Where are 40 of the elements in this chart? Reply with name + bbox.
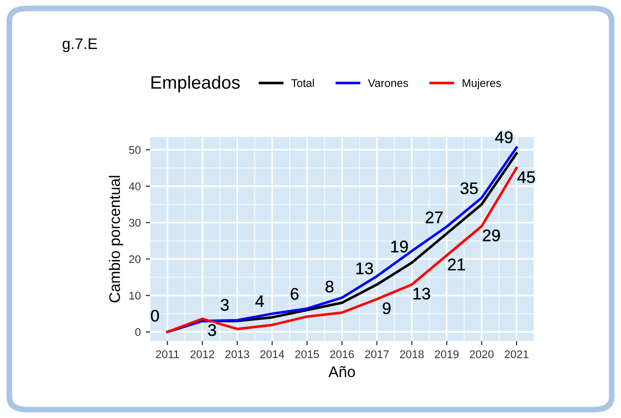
chart-title: g.7.E	[62, 38, 98, 52]
data-label: 3	[208, 324, 216, 336]
y-tick-label: 30	[129, 218, 141, 227]
x-tick-label: 2013	[225, 350, 250, 358]
y-tick-label: 0	[135, 328, 141, 336]
x-tick-label: 2019	[434, 350, 459, 358]
data-label: 27	[426, 211, 443, 224]
data-label: 13	[356, 262, 373, 274]
data-label: 49	[495, 131, 513, 144]
data-label: 19	[391, 240, 408, 252]
x-tick-label: 2021	[504, 350, 528, 358]
data-label: 45	[517, 171, 535, 183]
data-label: 4	[255, 295, 264, 307]
data-label: 13	[414, 288, 430, 300]
y-tick-label: 20	[129, 255, 141, 264]
legend-title: Empleados	[151, 76, 240, 92]
data-label: 6	[290, 288, 298, 300]
x-tick-label: 2011	[156, 350, 179, 358]
data-label: 8	[326, 280, 334, 293]
y-axis-title: Cambio porcentual	[108, 176, 124, 302]
y-tick-label: 10	[129, 292, 141, 300]
x-tick-label: 2018	[400, 350, 424, 358]
data-label: 35	[460, 182, 478, 194]
legend-label: Mujeres	[462, 78, 501, 90]
legend-label: Total	[291, 78, 314, 87]
data-label: 29	[482, 229, 500, 242]
x-tick-label: 2012	[190, 350, 214, 358]
data-label: 9	[382, 302, 390, 314]
y-tick-label: 40	[128, 182, 141, 190]
x-tick-label: 2014	[260, 350, 284, 358]
x-axis-title: Año	[328, 366, 355, 378]
x-tick-label: 2015	[295, 350, 319, 358]
x-tick-label: 2020	[470, 350, 494, 358]
x-tick-label: 2017	[365, 350, 389, 358]
data-label: 0	[150, 310, 159, 322]
y-tick-label: 50	[129, 146, 141, 154]
x-tick-label: 2016	[330, 350, 354, 358]
legend-label: Varones	[368, 79, 408, 87]
data-label: 21	[448, 258, 465, 270]
data-label: 3	[220, 298, 229, 311]
